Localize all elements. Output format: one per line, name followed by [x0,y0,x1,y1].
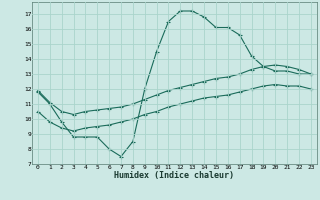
X-axis label: Humidex (Indice chaleur): Humidex (Indice chaleur) [115,171,234,180]
